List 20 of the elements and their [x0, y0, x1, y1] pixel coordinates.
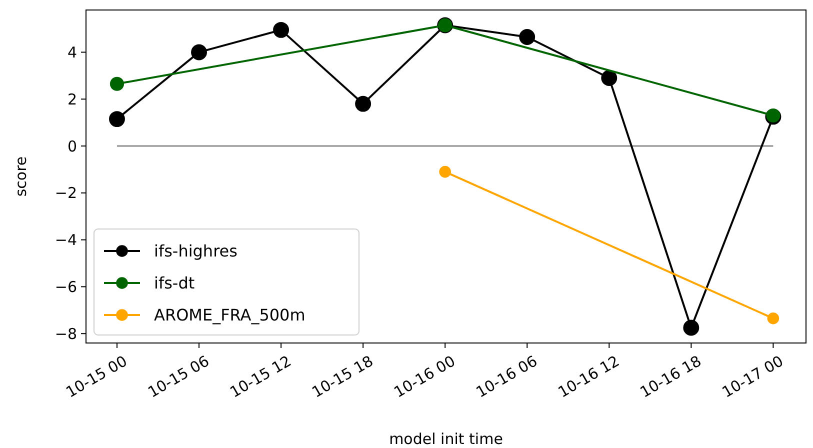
y-tick-label: −2: [54, 184, 77, 202]
y-axis-title: score: [12, 156, 30, 197]
y-tick-label: 4: [67, 43, 77, 62]
point: [110, 76, 124, 91]
y-tick-label: 0: [67, 137, 77, 156]
point: [273, 22, 290, 38]
point: [519, 29, 536, 45]
point: [355, 96, 372, 112]
y-tick-label: −8: [54, 324, 77, 343]
legend-label: ifs-dt: [154, 274, 195, 293]
y-tick-label: −6: [54, 278, 77, 296]
point: [191, 44, 207, 60]
point: [683, 320, 700, 336]
y-tick-label: −4: [54, 231, 77, 250]
point: [109, 111, 125, 128]
point: [601, 70, 618, 86]
legend-label: AROME_FRA_500m: [154, 306, 306, 325]
x-axis-title: model init time: [389, 430, 503, 448]
legend-label: ifs-highres: [154, 242, 238, 261]
y-tick-label: 2: [67, 90, 77, 108]
